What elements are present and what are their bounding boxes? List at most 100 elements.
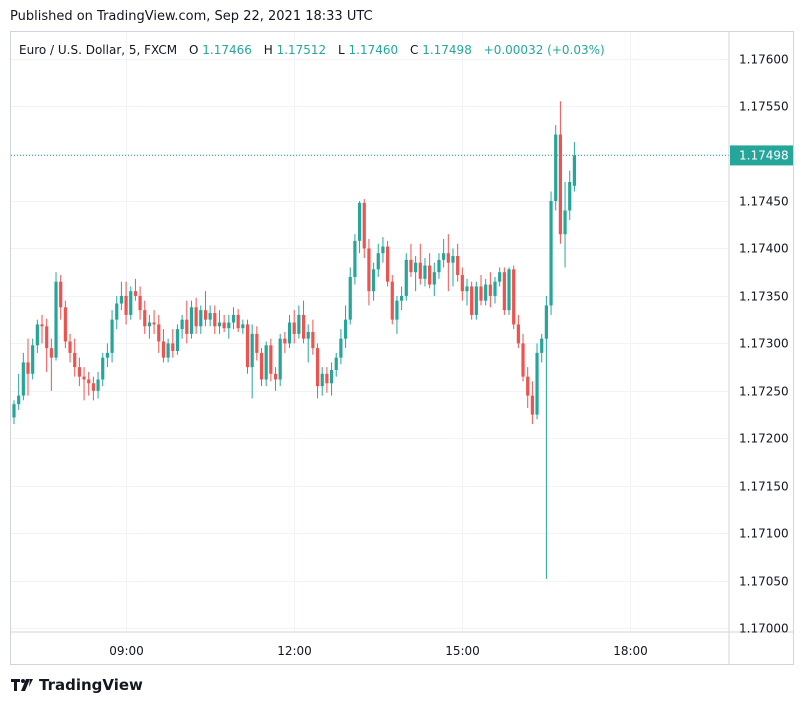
candle (353, 234, 357, 285)
candle-body (451, 256, 455, 263)
candle (381, 237, 385, 263)
candle-body (343, 319, 348, 339)
candle (320, 367, 324, 396)
x-tick-label: 09:00 (109, 644, 144, 658)
candle-body (423, 265, 427, 279)
candle (185, 300, 189, 344)
candle (306, 324, 310, 363)
candle (329, 362, 334, 396)
candle-body (381, 246, 385, 254)
candle (460, 267, 464, 301)
legend-change-value: +0.00032 (+0.03%) (484, 43, 605, 57)
candle-body (35, 324, 39, 346)
candle-body (180, 319, 184, 330)
candle (423, 257, 427, 287)
candle-body (549, 200, 553, 306)
tradingview-logo[interactable]: TradingView (11, 676, 143, 694)
candle-body (161, 341, 166, 358)
candle (49, 338, 53, 391)
candle-body (185, 319, 189, 334)
candle-body (554, 134, 558, 201)
candle-body (40, 324, 44, 327)
candle-body (77, 367, 81, 377)
y-tick-label: 1.17250 (739, 385, 789, 399)
candle-body (535, 352, 539, 415)
candlestick-chart[interactable]: 1.176001.175501.175001.174501.174001.173… (11, 32, 793, 664)
last-price-label: 1.17498 (730, 145, 793, 166)
candle (17, 373, 21, 410)
y-tick-label: 1.17600 (739, 53, 789, 67)
candle (222, 314, 226, 332)
candle-body (357, 202, 362, 241)
x-tick-label: 15:00 (445, 644, 480, 658)
candle (189, 300, 194, 339)
candle (82, 367, 86, 401)
candle-body (315, 348, 320, 387)
candle-body (255, 333, 259, 353)
candle-body (63, 307, 67, 342)
candle-body (222, 322, 226, 329)
candle-body (530, 395, 534, 415)
candle (208, 305, 212, 327)
candle-body (49, 348, 53, 358)
legend-symbol: Euro / U.S. Dollar, 5, FXCM (19, 43, 177, 57)
candle-body (241, 324, 245, 329)
candle-body (208, 313, 212, 320)
legend-low-label: L (338, 43, 345, 57)
candle-body (213, 313, 217, 327)
candle (526, 367, 530, 408)
candle-body (437, 259, 441, 273)
candle (549, 191, 553, 315)
candle (236, 309, 240, 332)
candle-body (329, 369, 334, 384)
legend-open-label: O (189, 43, 198, 57)
candle-body (540, 338, 544, 353)
candle (40, 314, 44, 344)
candle (348, 267, 352, 325)
candle (59, 275, 63, 320)
candle-body (516, 324, 520, 344)
candle-body (87, 379, 91, 384)
candle (311, 319, 315, 355)
candle (245, 319, 250, 374)
candle-body (558, 134, 562, 235)
candle (213, 305, 217, 334)
candle (297, 305, 301, 339)
candle (194, 297, 198, 334)
candle-body (563, 210, 567, 235)
candle (376, 243, 380, 277)
candle-body (175, 329, 180, 351)
candle (334, 352, 338, 377)
candle-body (297, 314, 301, 334)
candle-body (432, 272, 436, 285)
candle-body (250, 333, 254, 368)
candle-body (568, 182, 572, 211)
chart-area[interactable]: 1.176001.175501.175001.174501.174001.173… (10, 31, 794, 665)
candle-body (54, 281, 58, 358)
candle (35, 319, 39, 353)
candle-body (287, 322, 292, 344)
candle (292, 310, 296, 344)
candle-body (59, 281, 63, 308)
time-axis[interactable]: 09:00 12:00 15:00 18:00 (109, 644, 648, 658)
candle-body (91, 383, 95, 391)
candle-body (171, 343, 175, 351)
candle (31, 338, 35, 380)
candle (115, 295, 119, 330)
candle-body (390, 281, 394, 320)
candle (301, 300, 306, 344)
y-tick-label: 1.17550 (739, 100, 789, 114)
tradingview-logo-icon (11, 679, 33, 691)
candle-body (199, 310, 203, 327)
candle-body (82, 376, 86, 380)
candle (343, 305, 348, 349)
published-caption: Published on TradingView.com, Sep 22, 20… (10, 9, 373, 24)
candle (362, 199, 366, 258)
candle-body (526, 376, 530, 396)
price-axis[interactable]: 1.176001.175501.175001.174501.174001.173… (739, 53, 789, 636)
candle-body (283, 338, 287, 344)
svg-text:Euro / U.S. Dollar, 5, FXCM: Euro / U.S. Dollar, 5, FXCM O 1.17466 H … (19, 43, 605, 57)
candle (488, 272, 492, 308)
y-tick-label: 1.17000 (739, 622, 789, 636)
candle (45, 318, 49, 372)
